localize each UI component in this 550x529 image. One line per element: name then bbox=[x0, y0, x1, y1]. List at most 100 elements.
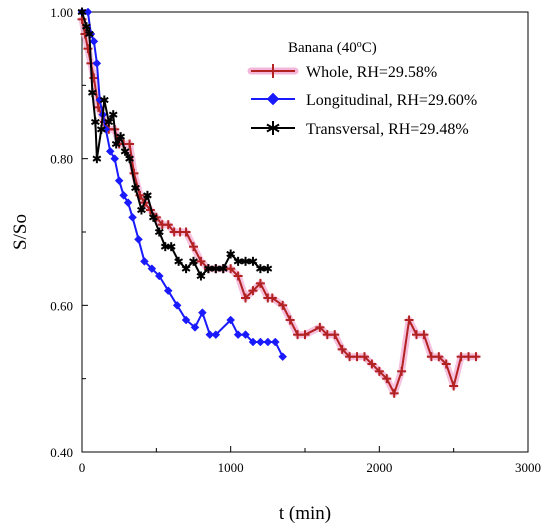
x-axis: 0 1000 2000 3000 bbox=[79, 446, 541, 475]
data-point bbox=[218, 264, 228, 274]
data-point bbox=[471, 352, 481, 362]
data-point bbox=[300, 330, 310, 340]
data-point bbox=[104, 117, 114, 127]
y-axis: 0.40 0.60 0.80 1.00 bbox=[50, 5, 88, 460]
data-point bbox=[128, 212, 137, 222]
data-point bbox=[119, 190, 128, 200]
data-point bbox=[85, 29, 94, 39]
data-point bbox=[163, 286, 173, 296]
data-point bbox=[248, 286, 258, 296]
data-point bbox=[181, 315, 191, 325]
data-point bbox=[226, 249, 236, 259]
data-point bbox=[278, 352, 288, 362]
data-point bbox=[241, 330, 250, 340]
data-point bbox=[315, 322, 325, 332]
x-tick-label: 1000 bbox=[218, 460, 244, 475]
data-point bbox=[172, 300, 182, 310]
data-point bbox=[82, 22, 91, 32]
data-point bbox=[196, 256, 206, 266]
y-axis-label: S/So bbox=[10, 214, 31, 250]
data-point bbox=[233, 271, 243, 281]
y-tick-label: 1.00 bbox=[50, 5, 73, 20]
x-tick-label: 3000 bbox=[515, 460, 541, 475]
data-point bbox=[96, 124, 106, 134]
data-point bbox=[441, 359, 451, 369]
data-point bbox=[111, 139, 121, 149]
data-point bbox=[397, 366, 407, 376]
data-point bbox=[404, 315, 414, 325]
data-point bbox=[278, 300, 288, 310]
data-point bbox=[255, 278, 265, 288]
legend-marker bbox=[266, 92, 280, 106]
data-point bbox=[154, 271, 164, 281]
series-2 bbox=[77, 7, 288, 362]
data-point bbox=[359, 352, 369, 362]
legend-title-sup: o bbox=[357, 39, 362, 50]
data-point bbox=[263, 337, 273, 347]
legend-entry-2: Longitudinal, RH=29.60% bbox=[251, 92, 477, 109]
x-tick-label: 0 bbox=[79, 460, 86, 475]
data-point bbox=[110, 154, 120, 164]
data-point bbox=[374, 366, 384, 376]
legend-label: Transversal, RH=29.48% bbox=[306, 121, 469, 138]
series-3 bbox=[77, 7, 273, 281]
data-point bbox=[90, 117, 100, 127]
data-point bbox=[211, 330, 221, 340]
data-point bbox=[125, 154, 134, 164]
data-point bbox=[181, 264, 191, 274]
data-point bbox=[449, 381, 459, 391]
data-point bbox=[256, 337, 265, 347]
data-point bbox=[248, 337, 258, 347]
data-point bbox=[434, 352, 444, 362]
y-tick-label: 0.80 bbox=[50, 152, 73, 167]
data-point bbox=[190, 322, 200, 332]
data-point bbox=[163, 220, 173, 230]
data-point bbox=[189, 256, 198, 266]
legend: Banana (40oC) Whole, RH=29.58% Longitudin… bbox=[247, 39, 477, 138]
data-point bbox=[233, 330, 243, 340]
data-point bbox=[131, 183, 140, 193]
series-line bbox=[81, 11, 268, 277]
data-point bbox=[189, 242, 198, 252]
data-point bbox=[203, 264, 213, 274]
x-tick-label: 2000 bbox=[366, 460, 392, 475]
data-point bbox=[226, 264, 236, 274]
data-point bbox=[166, 242, 176, 252]
data-point bbox=[125, 139, 135, 149]
data-point bbox=[108, 110, 118, 120]
data-point bbox=[226, 315, 236, 325]
data-point bbox=[367, 359, 377, 369]
data-point bbox=[89, 36, 99, 46]
data-point bbox=[147, 264, 157, 274]
legend-label: Whole, RH=29.58% bbox=[306, 64, 437, 81]
data-point bbox=[382, 374, 392, 384]
data-point bbox=[256, 264, 265, 274]
legend-title-base: Banana (40 bbox=[288, 40, 357, 56]
legend-entry-3: Transversal, RH=29.48% bbox=[251, 121, 469, 138]
x-axis-label: t (min) bbox=[279, 503, 331, 524]
legend-marker bbox=[266, 121, 280, 135]
data-point bbox=[134, 234, 143, 244]
data-point bbox=[181, 227, 191, 237]
data-point bbox=[140, 256, 149, 266]
data-point bbox=[211, 264, 221, 274]
data-point bbox=[419, 330, 429, 340]
data-point bbox=[92, 154, 102, 164]
data-point bbox=[154, 227, 164, 237]
legend-marker bbox=[266, 64, 280, 78]
data-point bbox=[92, 58, 102, 68]
data-point bbox=[137, 205, 146, 215]
data-point bbox=[263, 264, 273, 274]
data-point bbox=[337, 344, 347, 354]
data-point bbox=[205, 330, 215, 340]
data-point bbox=[233, 256, 243, 266]
data-point bbox=[143, 190, 152, 200]
series-layer bbox=[77, 7, 481, 398]
legend-title: Banana (40oC) bbox=[288, 39, 377, 57]
data-point bbox=[114, 176, 124, 186]
data-point bbox=[123, 198, 133, 208]
data-point bbox=[120, 146, 130, 156]
data-point bbox=[389, 388, 399, 398]
data-point bbox=[241, 256, 250, 266]
